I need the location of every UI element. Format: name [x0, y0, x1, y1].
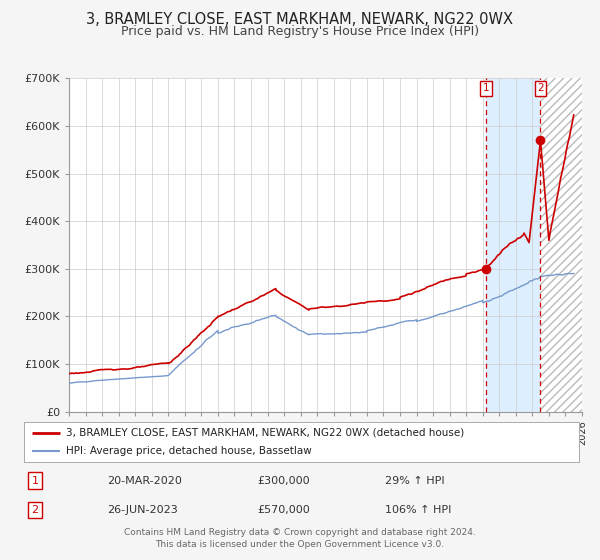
Bar [541, 78, 582, 412]
Text: £570,000: £570,000 [257, 505, 310, 515]
Text: 106% ↑ HPI: 106% ↑ HPI [385, 505, 451, 515]
Text: 2: 2 [32, 505, 38, 515]
Text: 2: 2 [537, 83, 544, 94]
Text: 20-MAR-2020: 20-MAR-2020 [107, 476, 182, 486]
Text: Price paid vs. HM Land Registry's House Price Index (HPI): Price paid vs. HM Land Registry's House … [121, 25, 479, 38]
Text: 1: 1 [32, 476, 38, 486]
Bar [487, 78, 541, 412]
Text: 1: 1 [483, 83, 490, 94]
Text: 3, BRAMLEY CLOSE, EAST MARKHAM, NEWARK, NG22 0WX: 3, BRAMLEY CLOSE, EAST MARKHAM, NEWARK, … [86, 12, 514, 27]
Text: 26-JUN-2023: 26-JUN-2023 [107, 505, 178, 515]
Text: £300,000: £300,000 [257, 476, 310, 486]
Text: 3, BRAMLEY CLOSE, EAST MARKHAM, NEWARK, NG22 0WX (detached house): 3, BRAMLEY CLOSE, EAST MARKHAM, NEWARK, … [65, 428, 464, 437]
Text: 29% ↑ HPI: 29% ↑ HPI [385, 476, 445, 486]
Text: Contains HM Land Registry data © Crown copyright and database right 2024.
This d: Contains HM Land Registry data © Crown c… [124, 528, 476, 549]
Text: HPI: Average price, detached house, Bassetlaw: HPI: Average price, detached house, Bass… [65, 446, 311, 456]
